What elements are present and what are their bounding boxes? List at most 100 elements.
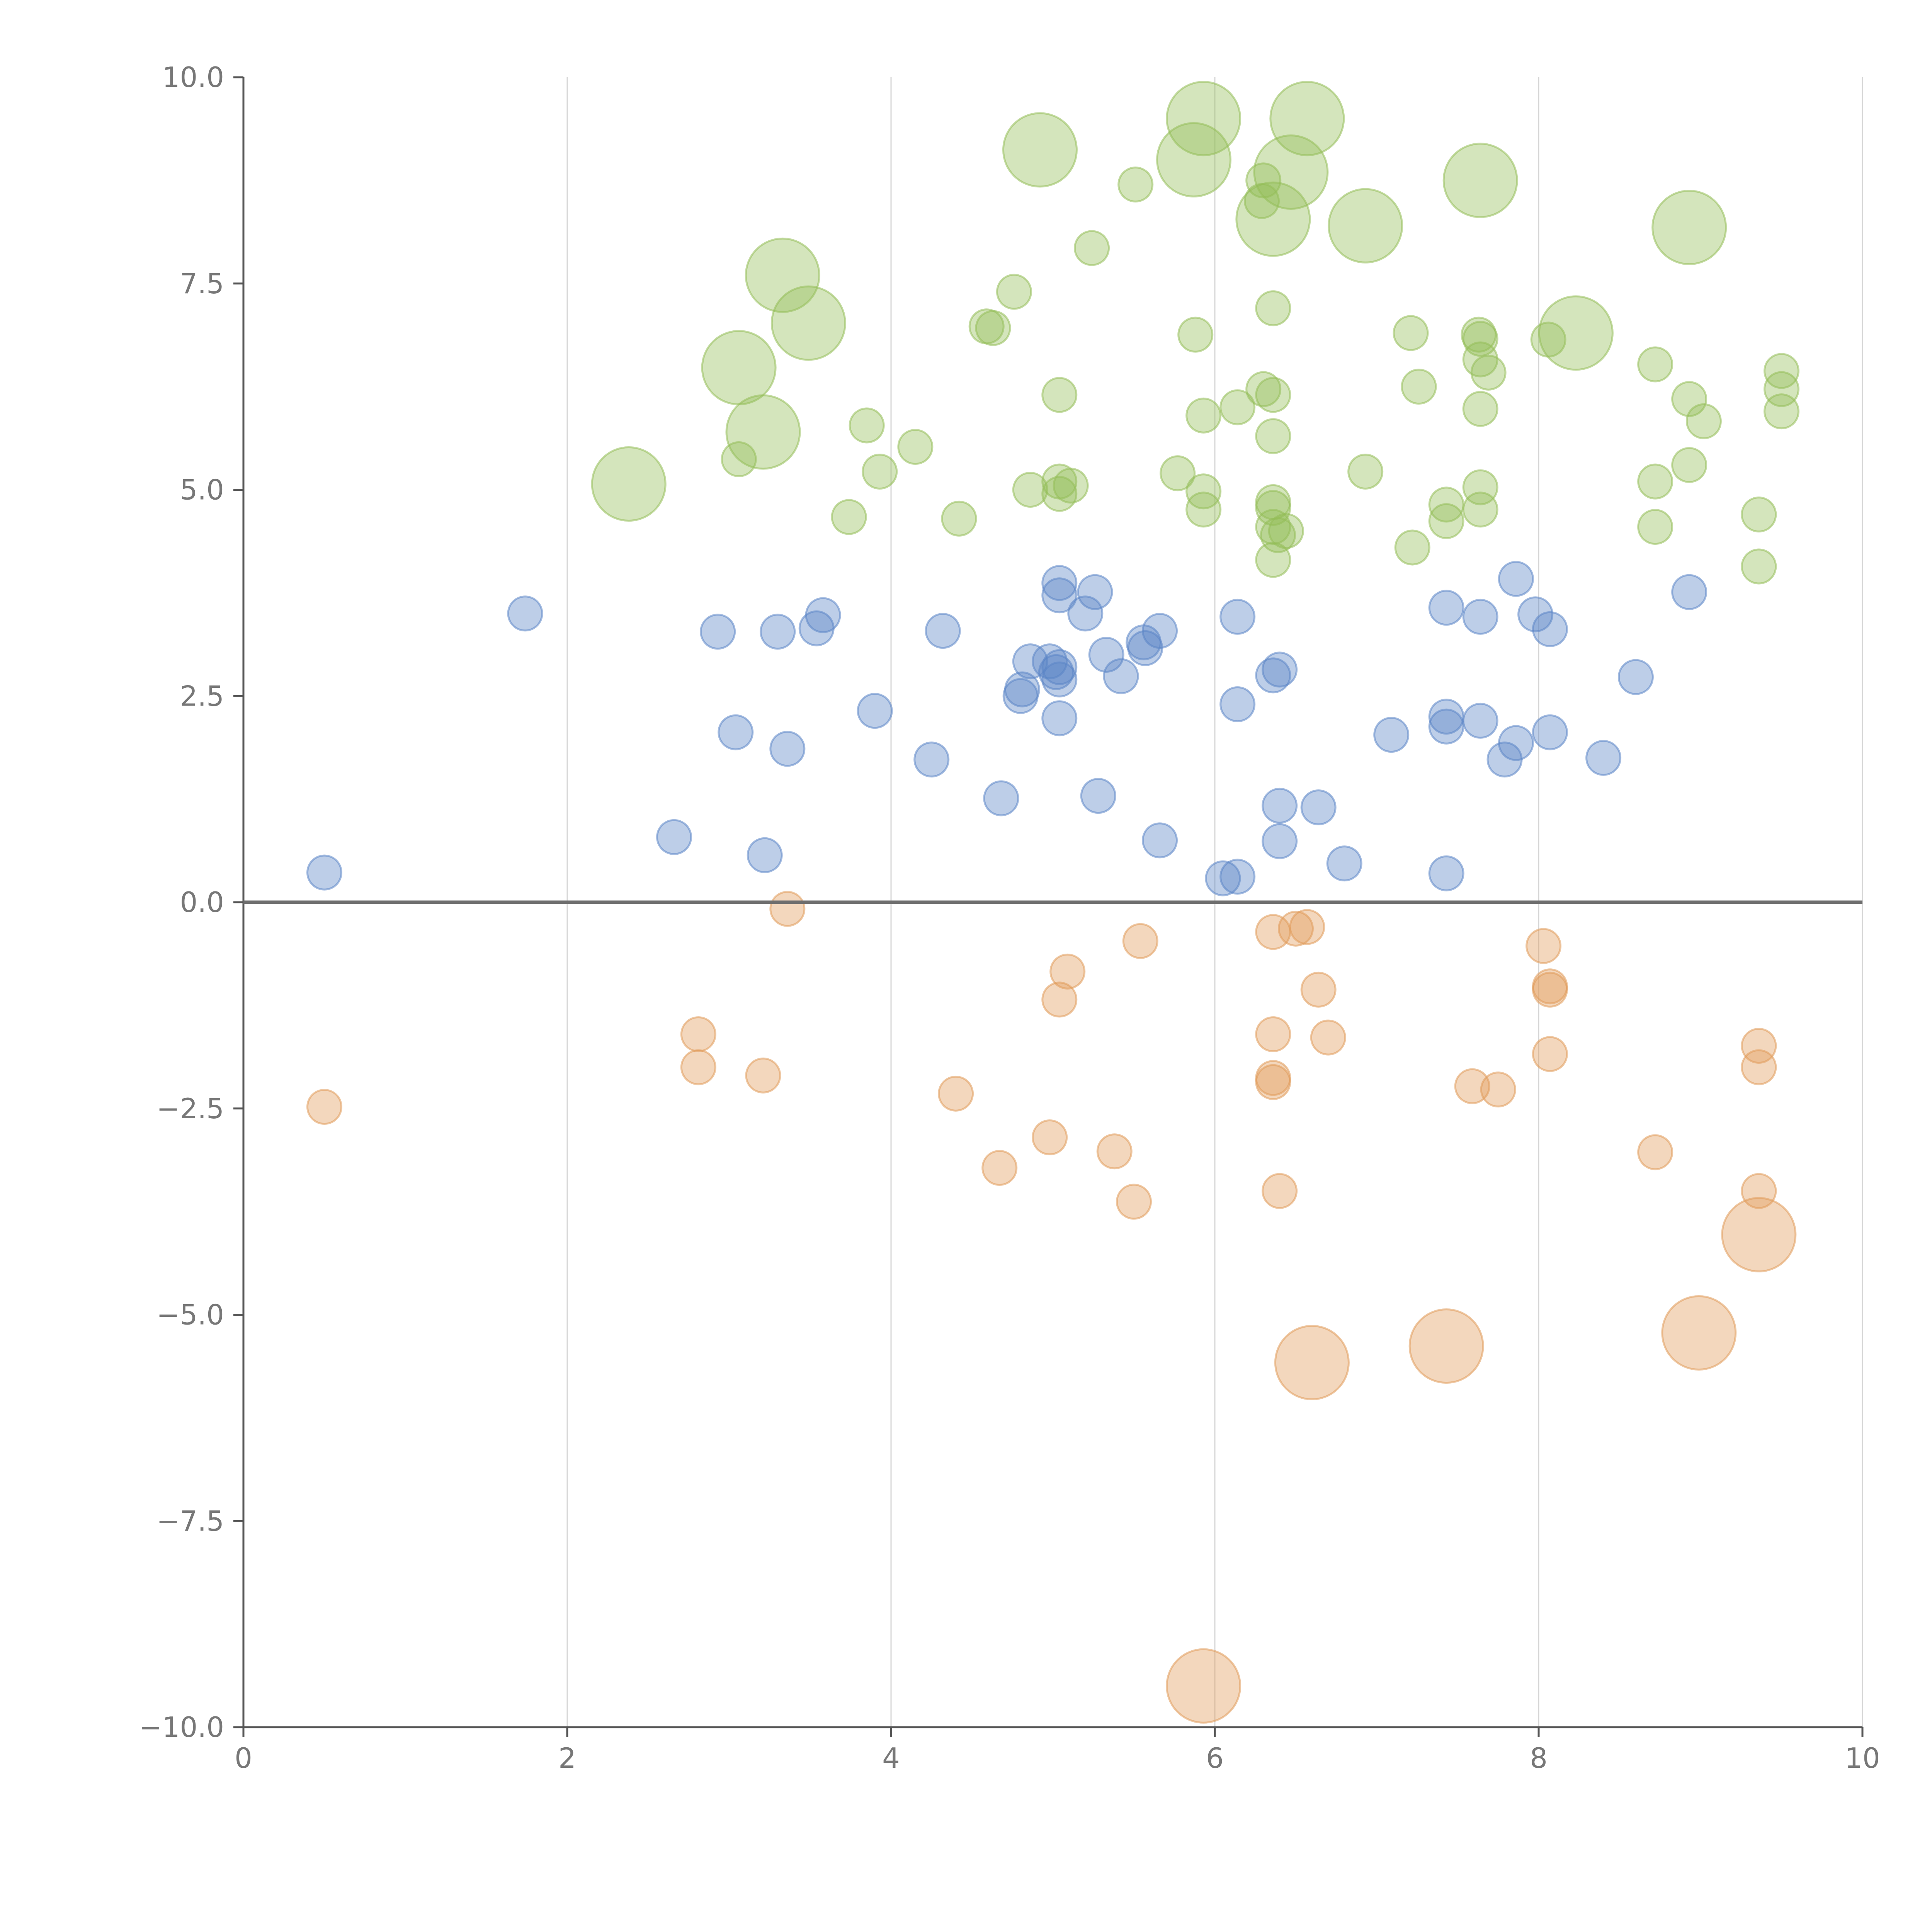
data-point xyxy=(1428,855,1464,891)
y-tick-label: −7.5 xyxy=(156,1505,224,1537)
data-point xyxy=(1764,353,1799,389)
data-point xyxy=(1002,678,1039,714)
x-tick-label: 0 xyxy=(235,1742,252,1774)
data-point xyxy=(941,500,977,537)
series-green xyxy=(591,81,1799,585)
data-point xyxy=(745,237,820,313)
data-point xyxy=(769,731,806,767)
data-point xyxy=(1262,787,1298,824)
data-point xyxy=(1741,1027,1777,1064)
data-point xyxy=(1049,953,1086,990)
data-point xyxy=(1326,845,1362,882)
data-point xyxy=(857,693,893,729)
data-point xyxy=(1253,134,1329,210)
data-point xyxy=(1585,740,1622,776)
data-point xyxy=(1032,643,1068,680)
data-point xyxy=(747,837,783,873)
data-point xyxy=(306,1088,342,1125)
data-point xyxy=(1486,742,1523,778)
data-point xyxy=(1096,1133,1133,1170)
data-point xyxy=(1122,923,1158,959)
data-point xyxy=(306,854,342,891)
data-point xyxy=(1428,590,1464,626)
data-point xyxy=(1671,574,1708,610)
data-point xyxy=(1205,860,1241,896)
data-point xyxy=(983,780,1019,816)
data-point xyxy=(760,614,796,650)
data-point xyxy=(1245,371,1282,407)
data-point xyxy=(1255,1016,1291,1053)
data-point xyxy=(1245,162,1282,199)
data-point xyxy=(701,330,777,406)
data-point xyxy=(1637,509,1673,545)
data-point xyxy=(1532,714,1568,750)
data-point xyxy=(591,446,667,522)
data-point xyxy=(1074,230,1110,266)
x-tick-label: 2 xyxy=(558,1742,576,1774)
bubble-layer xyxy=(306,81,1799,1724)
data-point xyxy=(1462,599,1498,635)
data-point xyxy=(1741,1049,1777,1085)
data-point xyxy=(718,714,754,750)
data-point xyxy=(1764,393,1799,430)
y-tick-label: 5.0 xyxy=(180,474,224,506)
y-tick-label: 0.0 xyxy=(180,886,224,918)
data-point xyxy=(1454,1068,1490,1104)
data-point xyxy=(1428,503,1464,539)
data-point xyxy=(897,429,934,465)
data-point xyxy=(1637,346,1673,383)
data-point xyxy=(1300,789,1337,825)
data-point xyxy=(1300,971,1337,1008)
x-tick-label: 10 xyxy=(1845,1742,1880,1774)
y-tick-label: −5.0 xyxy=(156,1299,224,1331)
data-point xyxy=(1041,476,1078,512)
tick-layer: 0 2 4 6 8 10 10.0 7.5 5.0 2.5 0.0 −2.5 −5.0 −7.5 −10.0 xyxy=(139,61,1880,1774)
data-point xyxy=(1741,497,1777,533)
data-point xyxy=(770,285,846,361)
data-point xyxy=(1269,81,1345,156)
data-point xyxy=(769,891,806,927)
data-point xyxy=(831,499,867,535)
data-point xyxy=(1637,1134,1673,1170)
data-point xyxy=(1219,859,1256,895)
data-point xyxy=(1462,391,1498,427)
data-point xyxy=(1041,700,1078,736)
data-point xyxy=(975,310,1011,346)
data-point xyxy=(1219,599,1256,635)
data-point xyxy=(1041,981,1078,1018)
data-point xyxy=(996,274,1032,310)
data-point xyxy=(1274,1325,1350,1400)
data-point xyxy=(1347,454,1384,490)
y-tick-label: −10.0 xyxy=(139,1711,224,1743)
data-point xyxy=(1067,595,1104,632)
data-point xyxy=(1127,630,1163,666)
data-point xyxy=(1041,577,1078,614)
data-point xyxy=(1462,492,1498,528)
data-point xyxy=(1255,377,1291,413)
data-point xyxy=(1255,290,1291,327)
data-point xyxy=(1142,822,1178,859)
data-point xyxy=(1393,315,1429,351)
data-point xyxy=(680,1016,716,1053)
data-point xyxy=(1088,637,1124,673)
data-point xyxy=(1526,928,1562,964)
data-point xyxy=(1328,188,1403,264)
data-point xyxy=(1310,1019,1346,1056)
data-point xyxy=(1401,369,1437,405)
data-point xyxy=(1160,455,1196,492)
data-point xyxy=(745,1057,781,1094)
data-point xyxy=(1116,1184,1152,1220)
data-point xyxy=(1637,463,1673,500)
data-point xyxy=(1373,717,1410,753)
data-point xyxy=(1470,354,1507,391)
series-blue xyxy=(306,561,1708,896)
data-point xyxy=(1166,1648,1242,1724)
data-point xyxy=(1235,181,1311,257)
data-point xyxy=(1532,1036,1568,1072)
data-point xyxy=(1185,397,1222,434)
data-point xyxy=(1041,377,1078,413)
data-point xyxy=(1255,657,1291,694)
y-tick-label: 7.5 xyxy=(180,267,224,300)
data-point xyxy=(1041,565,1078,601)
